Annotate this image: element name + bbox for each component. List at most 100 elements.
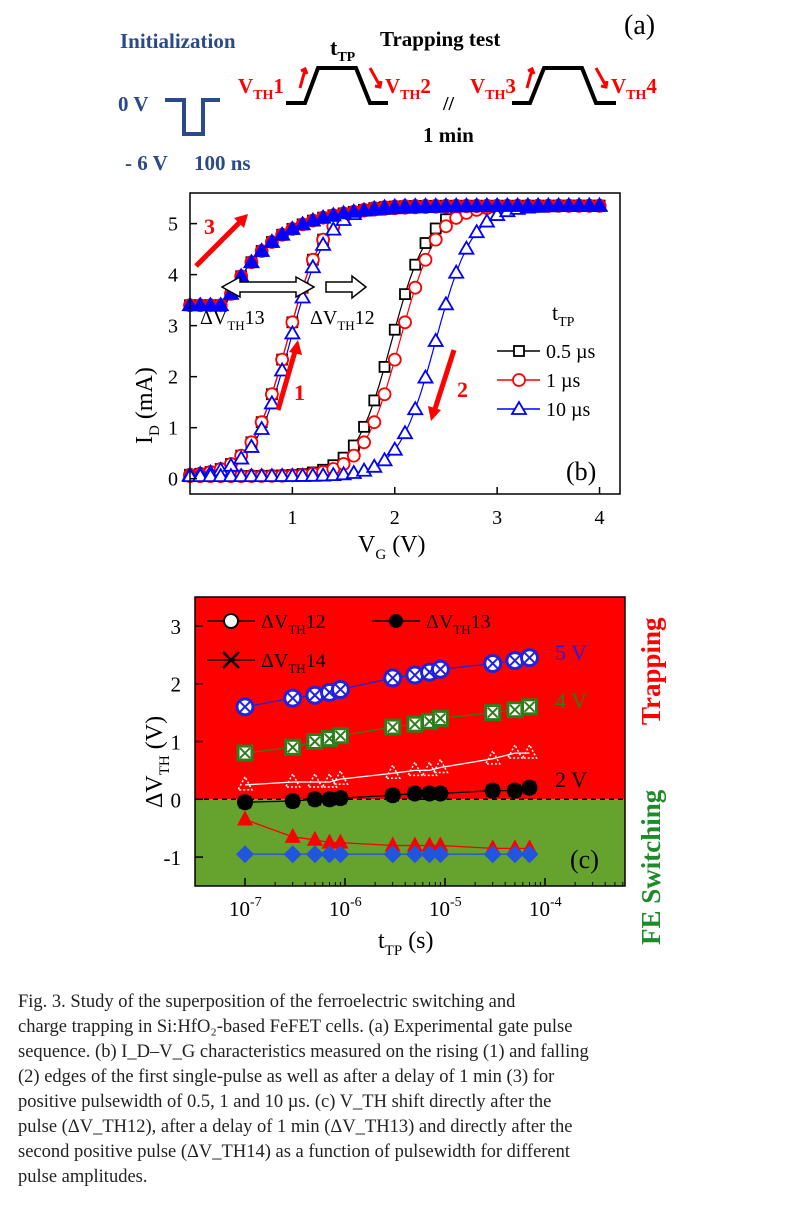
data-point-down xyxy=(377,387,392,402)
data-point-down xyxy=(222,467,240,483)
data-point-down xyxy=(294,467,312,482)
data-point xyxy=(237,810,253,826)
data-point-down xyxy=(398,315,412,330)
data-point xyxy=(521,743,538,759)
data-point xyxy=(383,845,402,864)
data-point xyxy=(332,833,349,849)
data-point-cross xyxy=(238,795,252,809)
data-point-down xyxy=(427,332,445,347)
legend-label: ΔVTH12 xyxy=(261,611,326,637)
data-point-down xyxy=(416,368,435,384)
data-point-cross xyxy=(333,791,347,805)
arrow-1-label: 1 xyxy=(294,380,305,405)
vth4-label: VTH4 xyxy=(611,74,657,103)
data-point-down xyxy=(457,239,475,255)
panel-b-frame xyxy=(189,192,621,495)
data-point-three xyxy=(560,197,578,212)
panel-c-ticks: 10-7 10-6 10-5 10-4 -1 0 1 2 3 xyxy=(164,615,624,921)
arrow-2-label: 2 xyxy=(457,377,468,402)
data-point-three xyxy=(550,197,568,212)
x-tick-label: 10-7 xyxy=(229,895,262,921)
dvth12-label: ΔVTH12 xyxy=(310,307,375,333)
data-point-down xyxy=(358,420,370,433)
data-point-cross xyxy=(508,784,522,798)
legend-marker xyxy=(223,613,239,629)
legend-label: 0.5 µs xyxy=(546,341,596,363)
caption-line: charge trapping in Si:HfO₂-based FeFET c… xyxy=(18,1017,573,1037)
data-point-up xyxy=(283,324,301,340)
data-point-cross xyxy=(287,741,299,753)
amp-4v-label: 4 V xyxy=(555,688,587,713)
x-tick-label: 10-6 xyxy=(329,895,362,921)
x-tick-label: 2 xyxy=(390,507,400,529)
y-tick-label: 0 xyxy=(171,788,182,812)
panel-b-ticks: 1 2 3 4 0 1 2 3 4 5 xyxy=(168,214,605,529)
zero-volt-label: 0 V xyxy=(118,92,149,116)
data-point-three xyxy=(406,198,424,214)
data-point-cross xyxy=(309,735,321,748)
figure-caption: Fig. 3. Study of the superposition of th… xyxy=(18,990,778,1190)
caption-line: second positive pulse (ΔV_TH14) as a fun… xyxy=(18,1142,571,1162)
data-point xyxy=(332,769,349,785)
data-point-three xyxy=(253,242,271,257)
data-point-three xyxy=(509,197,527,212)
amp-5v-label: 5 V xyxy=(555,640,587,665)
data-point-down xyxy=(468,223,486,239)
y-tick-label: 4 xyxy=(168,265,178,287)
data-point-up xyxy=(253,420,271,435)
data-point-three xyxy=(386,199,404,215)
data-point-cross xyxy=(409,669,421,681)
figure: (a) Initialization 0 V - 6 V 100 ns tTP … xyxy=(118,10,666,959)
vth3-label: VTH3 xyxy=(470,74,516,103)
data-point xyxy=(384,836,401,852)
data-point-down xyxy=(304,467,322,482)
data-point-up xyxy=(232,449,250,465)
panel-b-legend: 0.5 µs 1 µs 10 µs xyxy=(497,341,596,421)
panel-c-series xyxy=(235,648,540,864)
data-point-cross xyxy=(409,718,421,730)
legend-marker xyxy=(222,651,240,669)
y-tick-label: 2 xyxy=(171,673,182,697)
data-point-cross xyxy=(509,704,521,716)
data-point-cross xyxy=(509,654,521,667)
data-point-cross xyxy=(308,792,322,806)
data-point-down xyxy=(396,424,414,440)
initialization-title: Initialization xyxy=(120,29,236,53)
data-point-three xyxy=(457,197,475,213)
data-point-three xyxy=(590,196,609,212)
arrow-2-head-icon xyxy=(428,406,441,421)
neg-six-volt-label: - 6 V xyxy=(125,151,168,175)
data-point-down xyxy=(232,467,250,483)
panel-b-legend-title: tTP xyxy=(552,300,575,330)
data-point xyxy=(283,845,302,864)
curve-up-0 xyxy=(189,205,605,476)
data-point-up xyxy=(242,438,260,453)
data-point-cross xyxy=(408,786,422,801)
data-point xyxy=(483,845,502,864)
data-point-down xyxy=(409,258,422,271)
data-point-cross xyxy=(434,712,447,725)
x-tick-label: 10-5 xyxy=(429,895,462,921)
x-tick-label: 4 xyxy=(595,507,605,529)
data-point-down xyxy=(242,467,260,483)
legend-label: 1 µs xyxy=(546,370,581,392)
data-point-three xyxy=(498,197,516,212)
panel-a-label: (a) xyxy=(624,10,655,41)
trapping-test-title: Trapping test xyxy=(380,27,500,51)
data-point-three xyxy=(570,197,588,212)
y-tick-label: 2 xyxy=(168,367,178,389)
panel-c-xlabel: tTP (s) xyxy=(378,928,434,959)
time-break-mark: // xyxy=(442,93,455,115)
data-point xyxy=(484,749,501,765)
data-point-up xyxy=(314,236,332,251)
data-point xyxy=(406,836,423,852)
y-tick-label: 3 xyxy=(171,615,182,639)
data-point-three xyxy=(539,197,557,212)
data-point xyxy=(331,845,350,864)
data-point-down xyxy=(201,467,220,483)
legend-marker xyxy=(513,345,525,357)
data-point-up xyxy=(324,220,342,236)
data-point-cross xyxy=(287,692,299,704)
caption-line: pulse (ΔV_TH12), after a delay of 1 min … xyxy=(18,1117,573,1137)
caption-line: positive pulsewidth of 0.5, 1 and 10 µs.… xyxy=(18,1092,552,1112)
